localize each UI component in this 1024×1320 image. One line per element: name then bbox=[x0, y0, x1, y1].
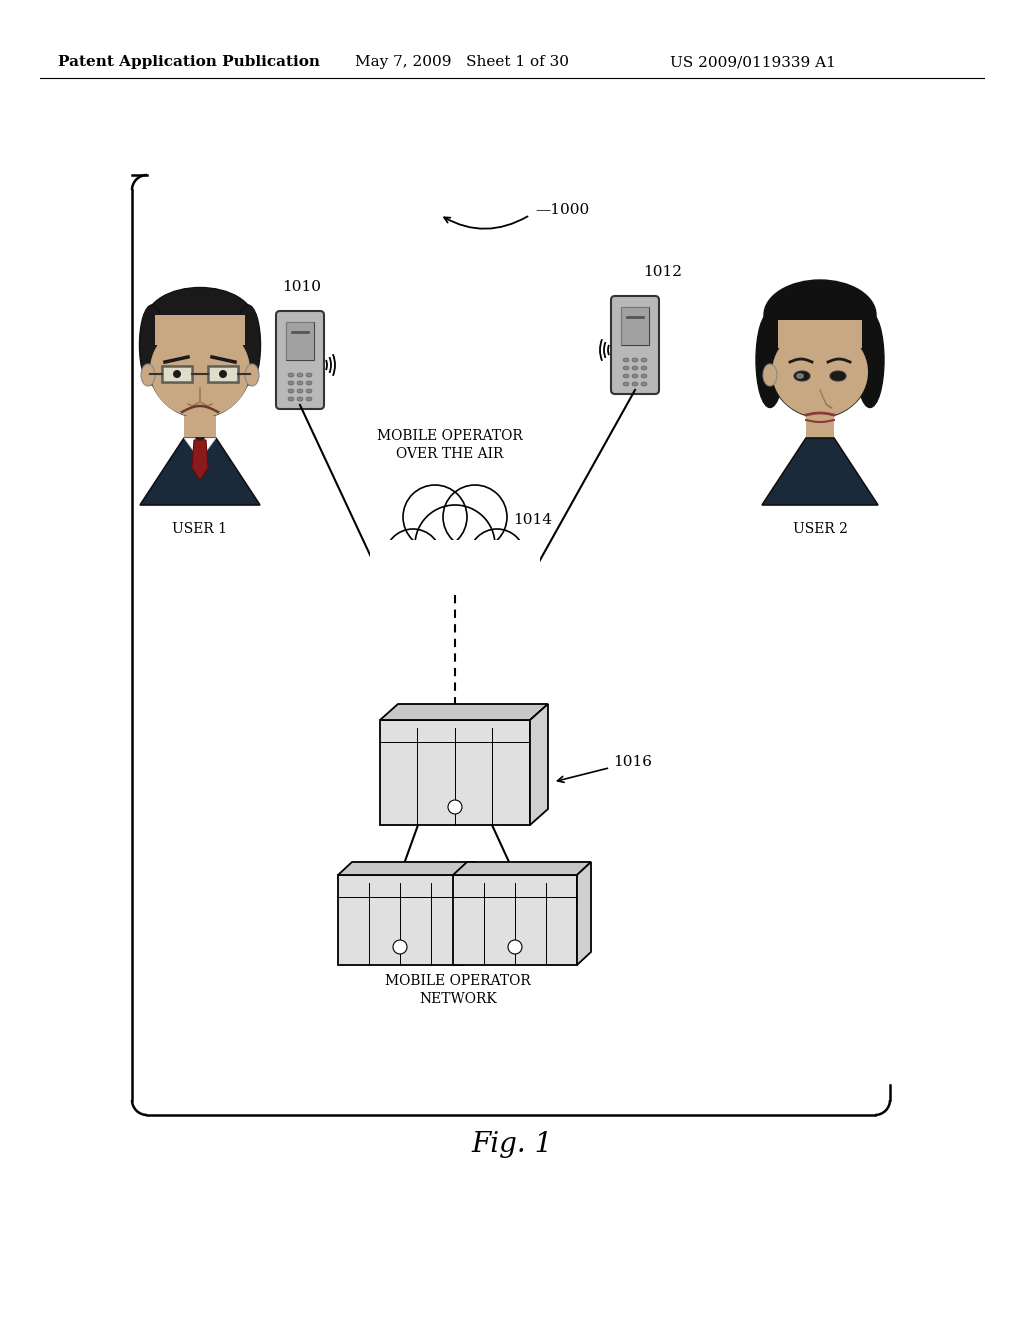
Ellipse shape bbox=[764, 280, 876, 350]
Ellipse shape bbox=[139, 305, 165, 385]
Ellipse shape bbox=[245, 364, 259, 385]
Bar bbox=[208, 366, 238, 381]
Polygon shape bbox=[577, 862, 591, 965]
Polygon shape bbox=[530, 704, 548, 825]
Ellipse shape bbox=[297, 381, 303, 385]
Ellipse shape bbox=[288, 389, 294, 393]
Bar bbox=[621, 308, 649, 345]
Text: —1000: —1000 bbox=[535, 203, 589, 216]
Text: MOBILE OPERATOR
OVER THE AIR: MOBILE OPERATOR OVER THE AIR bbox=[377, 429, 523, 461]
Ellipse shape bbox=[306, 389, 312, 393]
Bar bbox=[370, 540, 540, 595]
Polygon shape bbox=[453, 862, 591, 875]
Ellipse shape bbox=[641, 366, 647, 370]
Bar bbox=[621, 308, 649, 345]
Bar bbox=[162, 366, 193, 381]
Ellipse shape bbox=[756, 313, 784, 408]
Circle shape bbox=[371, 545, 415, 589]
Text: USER 1: USER 1 bbox=[172, 521, 227, 536]
Text: 1012: 1012 bbox=[643, 265, 682, 279]
Circle shape bbox=[173, 370, 181, 378]
Text: USER 2: USER 2 bbox=[793, 521, 848, 536]
Ellipse shape bbox=[632, 366, 638, 370]
Ellipse shape bbox=[623, 374, 629, 378]
Ellipse shape bbox=[623, 358, 629, 362]
Text: MOBILE OPERATOR
NETWORK: MOBILE OPERATOR NETWORK bbox=[385, 974, 530, 1006]
Ellipse shape bbox=[632, 358, 638, 362]
Ellipse shape bbox=[236, 305, 260, 385]
Polygon shape bbox=[184, 438, 200, 459]
Ellipse shape bbox=[147, 302, 253, 417]
Ellipse shape bbox=[623, 381, 629, 385]
Circle shape bbox=[495, 545, 539, 589]
Ellipse shape bbox=[772, 327, 868, 417]
Ellipse shape bbox=[763, 364, 777, 385]
Bar bbox=[380, 719, 530, 825]
Ellipse shape bbox=[297, 397, 303, 401]
Ellipse shape bbox=[306, 381, 312, 385]
Ellipse shape bbox=[297, 374, 303, 378]
Polygon shape bbox=[140, 438, 260, 506]
Ellipse shape bbox=[623, 366, 629, 370]
Text: 1016: 1016 bbox=[557, 755, 652, 783]
Polygon shape bbox=[338, 862, 476, 875]
Ellipse shape bbox=[288, 397, 294, 401]
Ellipse shape bbox=[632, 374, 638, 378]
Bar bbox=[338, 875, 462, 965]
Ellipse shape bbox=[794, 371, 810, 381]
Ellipse shape bbox=[306, 374, 312, 378]
Ellipse shape bbox=[632, 381, 638, 385]
Text: May 7, 2009   Sheet 1 of 30: May 7, 2009 Sheet 1 of 30 bbox=[355, 55, 569, 69]
Circle shape bbox=[449, 800, 462, 814]
Circle shape bbox=[403, 484, 467, 549]
Circle shape bbox=[219, 370, 227, 378]
Ellipse shape bbox=[150, 322, 250, 417]
Ellipse shape bbox=[856, 313, 884, 408]
Text: Patent Application Publication: Patent Application Publication bbox=[58, 55, 319, 69]
Ellipse shape bbox=[796, 374, 804, 379]
Text: US 2009/0119339 A1: US 2009/0119339 A1 bbox=[670, 55, 836, 69]
Text: Fig. 1: Fig. 1 bbox=[471, 1131, 553, 1159]
Ellipse shape bbox=[297, 389, 303, 393]
Ellipse shape bbox=[306, 397, 312, 401]
Circle shape bbox=[385, 529, 441, 585]
Circle shape bbox=[443, 484, 507, 549]
Polygon shape bbox=[193, 440, 208, 480]
Ellipse shape bbox=[768, 302, 872, 417]
Ellipse shape bbox=[288, 374, 294, 378]
FancyBboxPatch shape bbox=[611, 296, 659, 393]
FancyBboxPatch shape bbox=[276, 312, 324, 409]
Ellipse shape bbox=[146, 288, 254, 352]
Polygon shape bbox=[462, 862, 476, 965]
Bar bbox=[155, 315, 245, 345]
Circle shape bbox=[508, 940, 522, 954]
Text: 1010: 1010 bbox=[282, 280, 321, 294]
Polygon shape bbox=[380, 704, 548, 719]
Text: 1014: 1014 bbox=[513, 513, 552, 527]
Bar bbox=[286, 322, 314, 360]
Ellipse shape bbox=[830, 371, 846, 381]
Ellipse shape bbox=[641, 374, 647, 378]
Ellipse shape bbox=[141, 364, 155, 385]
Bar bbox=[806, 416, 834, 438]
Ellipse shape bbox=[641, 381, 647, 385]
Bar bbox=[453, 875, 577, 965]
Bar bbox=[778, 319, 862, 348]
Bar bbox=[286, 322, 314, 360]
Circle shape bbox=[469, 529, 525, 585]
Polygon shape bbox=[200, 438, 216, 459]
Bar bbox=[184, 416, 216, 438]
Ellipse shape bbox=[288, 381, 294, 385]
Ellipse shape bbox=[641, 358, 647, 362]
Circle shape bbox=[415, 506, 495, 585]
Polygon shape bbox=[762, 438, 878, 506]
Circle shape bbox=[393, 940, 407, 954]
